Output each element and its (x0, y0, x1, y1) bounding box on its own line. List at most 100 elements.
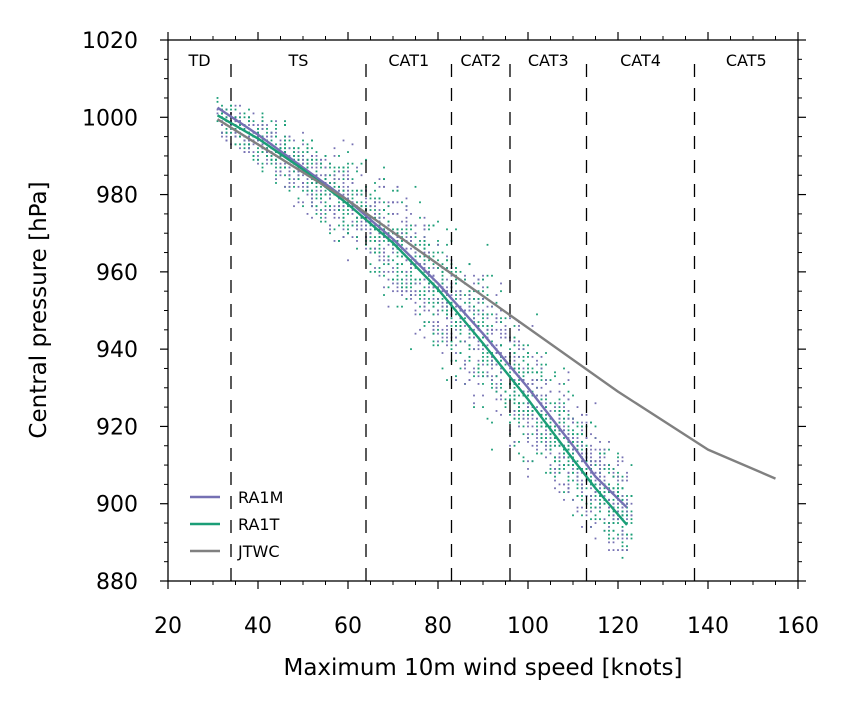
scatter-point (383, 236, 385, 238)
scatter-point (333, 178, 336, 181)
scatter-point (234, 131, 237, 134)
scatter-point (401, 278, 403, 281)
scatter-point (351, 220, 354, 223)
scatter-point (459, 270, 462, 273)
scatter-point (432, 286, 435, 289)
scatter-point (504, 406, 507, 409)
scatter-point (302, 151, 304, 153)
scatter-point (608, 440, 610, 443)
scatter-point (432, 301, 435, 304)
scatter-point (414, 282, 417, 285)
scatter-point (351, 205, 354, 208)
scatter-point (320, 212, 322, 215)
scatter-point (356, 189, 358, 192)
scatter-point (257, 124, 259, 126)
scatter-point (585, 413, 588, 416)
scatter-point (495, 386, 498, 389)
scatter-point (603, 491, 606, 494)
scatter-point (482, 375, 484, 378)
scatter-point (405, 278, 408, 281)
scatter-point (216, 97, 219, 99)
scatter-point (419, 313, 421, 316)
scatter-point (378, 216, 381, 219)
scatter-point (324, 216, 327, 219)
scatter-point (626, 522, 628, 524)
scatter-point (522, 367, 525, 370)
scatter-point (293, 151, 295, 153)
scatter-point (621, 479, 624, 482)
scatter-point (387, 270, 390, 273)
scatter-point (500, 336, 502, 339)
scatter-point (306, 151, 309, 153)
scatter-point (437, 220, 439, 223)
scatter-point (594, 522, 597, 524)
scatter-point (360, 174, 363, 177)
scatter-point (257, 127, 259, 130)
scatter-point (486, 371, 489, 374)
scatter-point (275, 182, 277, 184)
scatter-point (540, 379, 543, 381)
scatter-point (432, 267, 435, 269)
scatter-point (437, 240, 439, 242)
scatter-point (509, 371, 511, 374)
scatter-point (518, 355, 520, 358)
scatter-point (590, 475, 592, 478)
scatter-point (504, 317, 507, 320)
scatter-point (414, 290, 417, 293)
scatter-point (243, 112, 246, 115)
scatter-point (495, 410, 498, 412)
scatter-point (491, 375, 493, 378)
scatter-point (387, 201, 390, 204)
scatter-point (599, 452, 601, 455)
scatter-point (369, 193, 372, 196)
scatter-point (347, 209, 349, 211)
scatter-point (522, 460, 525, 463)
scatter-point (536, 359, 538, 362)
scatter-point (599, 506, 601, 509)
scatter-point (567, 487, 570, 490)
scatter-point (320, 216, 322, 219)
scatter-point (477, 367, 480, 370)
scatter-point (239, 112, 241, 115)
scatter-point (401, 270, 403, 273)
category-label: CAT5 (726, 51, 767, 70)
scatter-point (342, 216, 345, 219)
scatter-point (468, 290, 471, 293)
scatter-point (567, 425, 570, 428)
scatter-point (626, 502, 628, 505)
scatter-point (486, 328, 489, 331)
scatter-point (441, 290, 444, 293)
scatter-point (284, 151, 286, 153)
scatter-point (239, 104, 241, 107)
scatter-point (387, 278, 390, 281)
scatter-point (563, 448, 565, 451)
scatter-point (590, 495, 592, 497)
scatter-point (275, 174, 277, 177)
scatter-point (522, 410, 525, 412)
scatter-point (500, 317, 502, 320)
scatter-point (360, 224, 363, 227)
scatter-point (576, 437, 579, 439)
scatter-point (531, 410, 534, 412)
scatter-point (414, 301, 417, 304)
scatter-point (518, 383, 520, 385)
scatter-point (315, 158, 318, 161)
scatter-point (617, 506, 619, 509)
scatter-point (585, 421, 588, 424)
scatter-point (387, 263, 390, 266)
scatter-point (306, 185, 309, 188)
scatter-point (518, 440, 520, 443)
scatter-point (500, 383, 502, 385)
scatter-point (428, 267, 430, 269)
scatter-point (288, 139, 291, 142)
scatter-point (311, 158, 313, 161)
scatter-point (518, 379, 520, 381)
scatter-point (581, 483, 583, 486)
scatter-point (608, 529, 610, 532)
scatter-point (563, 468, 565, 470)
scatter-point (441, 263, 444, 266)
scatter-point (432, 251, 435, 254)
scatter-point (216, 120, 219, 123)
scatter-point (396, 185, 399, 188)
